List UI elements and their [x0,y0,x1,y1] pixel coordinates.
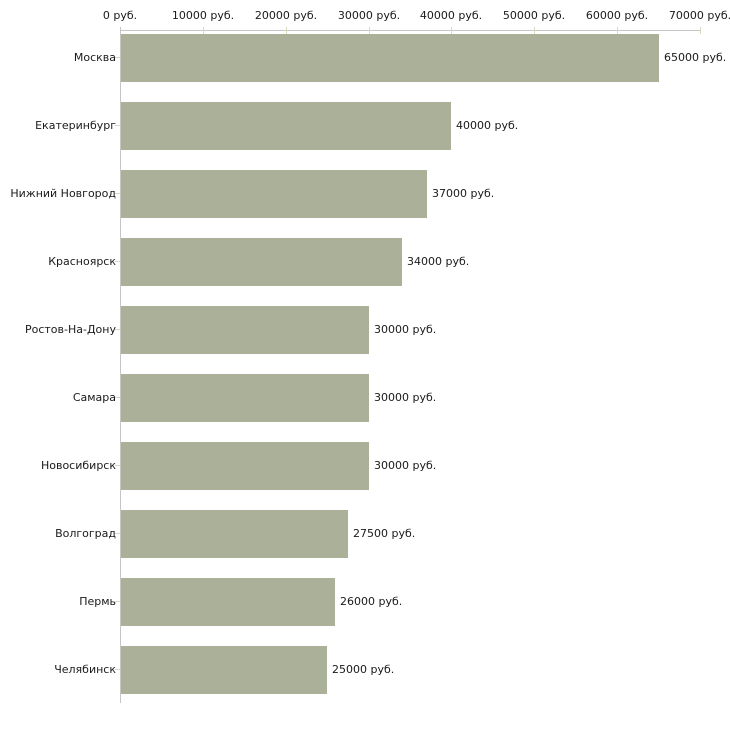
value-label: 26000 руб. [340,595,403,608]
bar [121,646,327,694]
value-label: 25000 руб. [332,663,395,676]
bar [121,306,369,354]
category-tick [115,57,120,58]
x-axis-tick [534,27,535,34]
category-label: Челябинск [54,663,116,676]
bar [121,170,427,218]
category-label: Самара [72,391,116,404]
category-tick [115,329,120,330]
x-axis-tick [451,27,452,34]
category-tick [115,465,120,466]
value-label: 30000 руб. [374,323,437,336]
bar [121,102,451,150]
x-axis-tick-label: 70000 руб. [668,9,730,22]
category-label: Нижний Новгород [10,187,116,200]
bar [121,510,348,558]
bar [121,442,369,490]
value-label: 37000 руб. [432,187,495,200]
x-axis-tick-label: 10000 руб. [171,9,235,22]
category-tick [115,125,120,126]
x-axis-tick-label: 0 руб. [102,9,138,22]
x-axis-tick-label: 20000 руб. [254,9,318,22]
category-tick [115,601,120,602]
category-tick [115,397,120,398]
category-label: Волгоград [55,527,116,540]
bar [121,238,402,286]
category-label: Москва [73,51,116,64]
x-axis-tick-label: 40000 руб. [419,9,483,22]
x-axis-tick [286,27,287,34]
value-label: 30000 руб. [374,459,437,472]
category-tick [115,193,120,194]
value-label: 30000 руб. [374,391,437,404]
bar [121,34,659,82]
category-tick [115,533,120,534]
x-axis-tick-label: 60000 руб. [585,9,649,22]
x-axis-tick [203,27,204,34]
category-label: Красноярск [48,255,116,268]
x-axis-tick [369,27,370,34]
x-axis-tick [617,27,618,34]
y-axis-line [120,27,121,703]
bar [121,374,369,422]
x-axis-tick-label: 30000 руб. [337,9,401,22]
bar [121,578,335,626]
value-label: 65000 руб. [664,51,727,64]
category-tick [115,669,120,670]
category-label: Пермь [79,595,116,608]
category-label: Ростов-На-Дону [24,323,116,336]
x-axis-tick-label: 50000 руб. [502,9,566,22]
x-axis-tick [700,27,701,34]
x-axis-line [120,30,701,31]
category-label: Екатеринбург [35,119,116,132]
value-label: 27500 руб. [353,527,416,540]
category-label: Новосибирск [40,459,116,472]
value-label: 34000 руб. [407,255,470,268]
value-label: 40000 руб. [456,119,519,132]
category-tick [115,261,120,262]
